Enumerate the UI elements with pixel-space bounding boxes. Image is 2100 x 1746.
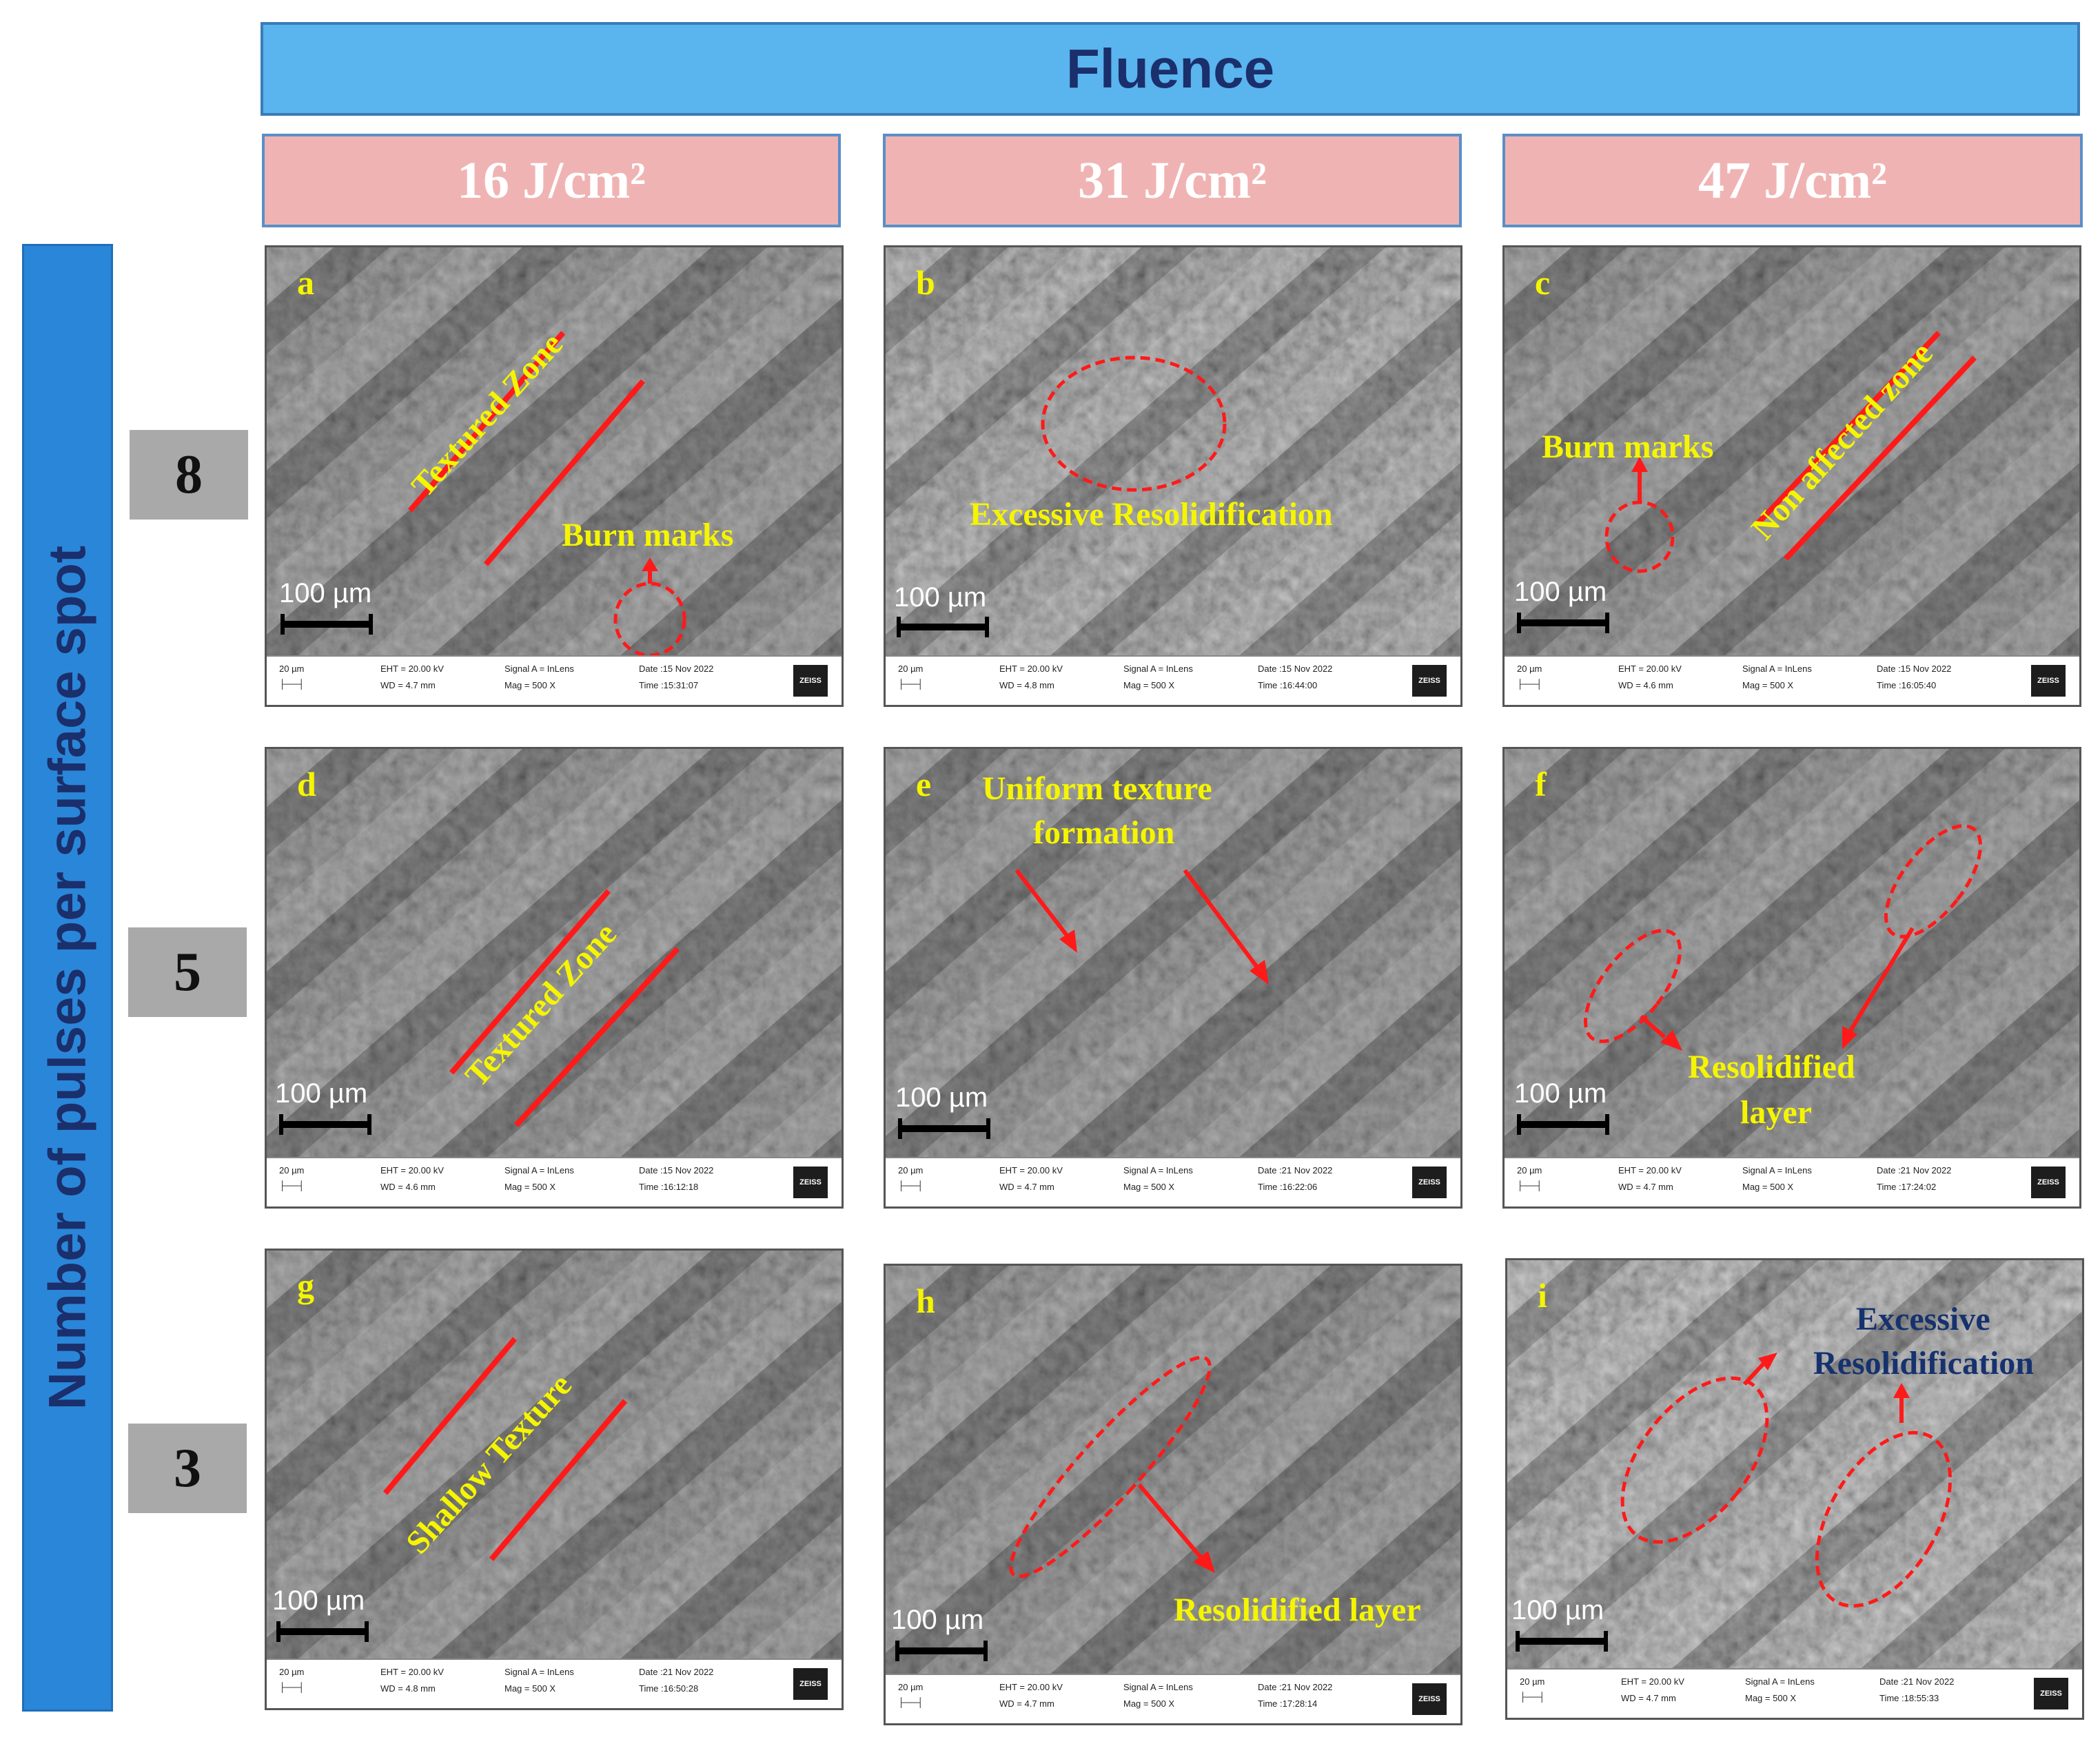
annotation-overlay [1041,356,1227,492]
column-header-47: 47 J/cm² [1502,134,2083,227]
zeiss-logo: ZEISS [1412,1167,1447,1198]
annotation-overlay [407,331,686,657]
sem-info-footer: 20 µm ├──┤ EHT = 20.00 kV WD = 4.7 mm Si… [886,1157,1460,1206]
note-formation: formation [1033,814,1175,851]
panel-letter: c [1535,263,1551,302]
annotation-overlay [1620,1353,1953,1608]
scale-bar-label: 100 µm [895,1082,988,1113]
column-header-16: 16 J/cm² [262,134,841,227]
zeiss-logo: ZEISS [2031,1167,2066,1198]
zeiss-logo: ZEISS [1412,1683,1447,1715]
scale-bar-label: 100 µm [894,582,987,613]
zeiss-logo: ZEISS [793,665,828,697]
note-excessive: Excessive [1856,1301,1990,1337]
scale-bar [1517,613,1609,633]
zeiss-logo: ZEISS [2031,665,2066,697]
scale-bar [895,1641,988,1661]
panel-letter: h [916,1282,935,1320]
sem-info-footer: 20 µm ├──┤ EHT = 20.00 kV WD = 4.7 mm Si… [267,655,842,705]
annotation-overlay [383,1337,628,1561]
sem-panel-f: f Resolidified layer 100 µm 20 µm ├──┤ E… [1502,747,2081,1209]
annotation-overlay [1009,1355,1215,1579]
panel-letter: i [1538,1276,1547,1315]
sem-panel-h: h Resolidified layer 100 µm 20 µm ├──┤ E… [884,1264,1462,1725]
row-label-5: 5 [128,927,247,1017]
note-resolidified: Resolidified [1688,1049,1855,1085]
sem-panel-e: e Uniform texture formation 100 µm 20 µm… [884,747,1462,1209]
sem-info-footer: 20 µm ├──┤ EHT = 20.00 kV WD = 4.7 mm Si… [886,1674,1460,1723]
scale-bar [279,1114,371,1135]
zeiss-logo: ZEISS [2034,1678,2068,1709]
scale-bar [1517,1114,1609,1135]
annotation-overlay [1015,869,1269,985]
sem-info-footer: 20 µm ├──┤ EHT = 20.00 kV WD = 4.6 mm Si… [267,1157,842,1206]
zeiss-logo: ZEISS [793,1167,828,1198]
scale-bar-label: 100 µm [891,1605,984,1635]
scale-bar-label: 100 µm [275,1078,368,1109]
fluence-header: Fluence [261,22,2080,116]
scale-bar [897,617,989,637]
panel-letter: d [297,765,316,803]
annotation-overlay [449,889,680,1127]
note-uniform-texture: Uniform texture [982,770,1212,807]
zeiss-logo: ZEISS [793,1668,828,1700]
row-label-8: 8 [130,430,248,520]
sem-panel-g: g Shallow Texture 100 µm 20 µm ├──┤ EHT … [265,1249,844,1710]
sem-info-footer: 20 µm ├──┤ EHT = 20.00 kV WD = 4.8 mm Si… [886,655,1460,705]
row-label-3: 3 [128,1424,247,1513]
note-layer: layer [1740,1094,1812,1131]
note-resolidified-layer: Resolidified layer [1174,1592,1421,1628]
scale-bar [1516,1631,1608,1652]
sem-panel-i: i Excessive Resolidification 100 µm 20 µ… [1505,1258,2084,1720]
scale-bar [281,614,373,635]
panel-letter: b [916,263,935,302]
note-resolidification: Resolidification [1813,1345,2034,1382]
note-burn-marks: Burn marks [562,517,734,553]
y-axis-label: Number of pulses per surface spot [38,545,97,1410]
sem-panel-c: c Burn marks Non affected zone 100 µm 20… [1502,245,2081,707]
scale-bar [898,1118,990,1139]
sem-panel-d: d Textured Zone 100 µm 20 µm ├──┤ EHT = … [265,747,844,1209]
note-excessive-resolidification: Excessive Resolidification [970,496,1333,533]
annotation-overlay [1583,824,1983,1051]
scale-bar [276,1621,369,1642]
zeiss-logo: ZEISS [1412,665,1447,697]
scale-bar-label: 100 µm [1511,1595,1604,1625]
sem-panel-b: b Excessive Resolidification 100 µm 20 µ… [884,245,1462,707]
panel-letter: g [297,1266,314,1305]
note-burn-marks: Burn marks [1542,429,1714,465]
scale-bar-label: 100 µm [1514,1078,1607,1109]
annotation-overlay [1604,331,1977,573]
scale-bar-label: 100 µm [279,578,372,608]
sem-info-footer: 20 µm ├──┤ EHT = 20.00 kV WD = 4.8 mm Si… [267,1658,842,1708]
panel-letter: e [916,765,932,803]
panel-letter: a [297,263,314,302]
sem-info-footer: 20 µm ├──┤ EHT = 20.00 kV WD = 4.6 mm Si… [1505,655,2079,705]
column-header-31: 31 J/cm² [883,134,1462,227]
scale-bar-label: 100 µm [272,1585,365,1616]
scale-bar-label: 100 µm [1514,577,1607,607]
sem-info-footer: 20 µm ├──┤ EHT = 20.00 kV WD = 4.7 mm Si… [1505,1157,2079,1206]
panel-letter: f [1535,765,1547,803]
y-axis-bar [22,244,113,1712]
sem-info-footer: 20 µm ├──┤ EHT = 20.00 kV WD = 4.7 mm Si… [1507,1668,2082,1718]
sem-panel-a: a Textured Zone Burn marks 100 µm 20 µm … [265,245,844,707]
